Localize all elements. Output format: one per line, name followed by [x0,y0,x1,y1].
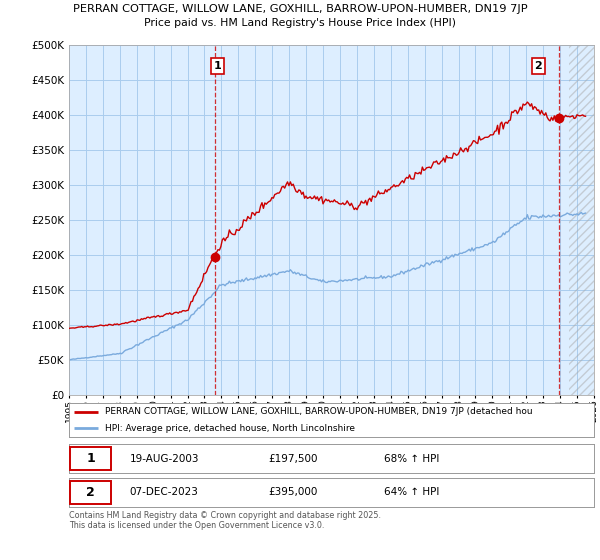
Text: 64% ↑ HPI: 64% ↑ HPI [384,487,439,497]
Text: 07-DEC-2023: 07-DEC-2023 [130,487,198,497]
Text: 68% ↑ HPI: 68% ↑ HPI [384,454,439,464]
Text: PERRAN COTTAGE, WILLOW LANE, GOXHILL, BARROW-UPON-HUMBER, DN19 7JP: PERRAN COTTAGE, WILLOW LANE, GOXHILL, BA… [73,4,527,14]
Text: Contains HM Land Registry data © Crown copyright and database right 2025.
This d: Contains HM Land Registry data © Crown c… [69,511,381,530]
Text: PERRAN COTTAGE, WILLOW LANE, GOXHILL, BARROW-UPON-HUMBER, DN19 7JP (detached hou: PERRAN COTTAGE, WILLOW LANE, GOXHILL, BA… [105,407,532,416]
Text: 1: 1 [86,452,95,465]
Text: Price paid vs. HM Land Registry's House Price Index (HPI): Price paid vs. HM Land Registry's House … [144,18,456,28]
Text: £197,500: £197,500 [269,454,318,464]
Text: 1: 1 [214,61,221,71]
Text: £395,000: £395,000 [269,487,318,497]
Text: 19-AUG-2003: 19-AUG-2003 [130,454,199,464]
FancyBboxPatch shape [70,447,111,470]
Text: 2: 2 [86,486,95,499]
Text: 2: 2 [535,61,542,71]
FancyBboxPatch shape [70,481,111,503]
Text: HPI: Average price, detached house, North Lincolnshire: HPI: Average price, detached house, Nort… [105,424,355,433]
